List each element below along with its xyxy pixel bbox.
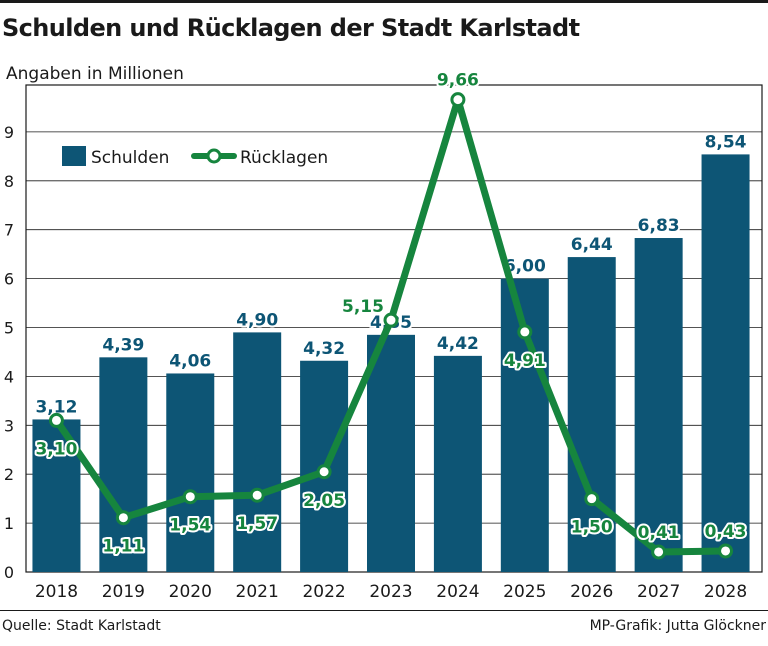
line-value-label: 0,41 xyxy=(638,523,680,543)
line-value-label: 3,10 xyxy=(35,439,77,459)
bar-schulden xyxy=(433,355,482,572)
bar-value-label: 4,90 xyxy=(236,310,278,330)
bar-value-label: 4,32 xyxy=(303,339,345,359)
bar-schulden xyxy=(166,373,215,572)
x-tick-label: 2022 xyxy=(302,582,345,602)
x-tick-label: 2027 xyxy=(637,582,680,602)
point-ruecklagen xyxy=(383,312,399,328)
y-tick-label: 7 xyxy=(4,221,14,240)
footer-rule xyxy=(0,610,768,611)
bar-value-label: 6,83 xyxy=(638,216,680,236)
y-tick-label: 0 xyxy=(4,563,14,582)
x-tick-label: 2019 xyxy=(102,582,145,602)
source-note: Quelle: Stadt Karlstadt xyxy=(2,618,161,634)
bar-value-label: 4,42 xyxy=(437,334,479,354)
point-ruecklagen xyxy=(517,324,533,340)
bar-schulden xyxy=(701,154,750,573)
bar-schulden xyxy=(634,238,683,572)
x-tick-label: 2026 xyxy=(570,582,613,602)
credit-note: MP-Grafik: Jutta Glöckner xyxy=(589,618,766,634)
combo-chart: 0 1 2 3 4 5 6 7 8 9 2018 2019 2020 2021 2022 2023 2024 20… xyxy=(4,69,763,602)
y-tick-label: 1 xyxy=(4,514,14,533)
y-tick-label: 6 xyxy=(4,270,14,289)
point-ruecklagen xyxy=(651,544,667,560)
x-tick-label: 2021 xyxy=(236,582,279,602)
point-ruecklagen xyxy=(450,92,466,108)
y-tick-label: 3 xyxy=(4,416,14,435)
y-tick-label: 5 xyxy=(4,319,14,338)
top-rule xyxy=(0,0,768,3)
x-tick-label: 2018 xyxy=(35,582,78,602)
line-value-label: 1,50 xyxy=(571,518,613,538)
bar-value-label: 4,06 xyxy=(169,351,211,371)
x-tick-label: 2028 xyxy=(704,582,747,602)
point-ruecklagen xyxy=(584,491,600,507)
point-ruecklagen xyxy=(48,412,64,428)
line-value-label: 4,91 xyxy=(504,351,546,371)
chart-subtitle: Angaben in Millionen xyxy=(6,64,184,84)
line-value-label: 5,15 xyxy=(342,297,384,317)
bar-value-label: 6,44 xyxy=(571,235,613,255)
x-tick-label: 2025 xyxy=(503,582,546,602)
y-tick-label: 4 xyxy=(4,367,14,386)
bar-schulden xyxy=(99,357,148,572)
bar-schulden xyxy=(567,257,616,572)
point-ruecklagen xyxy=(249,487,265,503)
legend-label-ruecklagen: Rücklagen xyxy=(240,148,328,168)
x-tick-label: 2020 xyxy=(169,582,212,602)
line-value-label: 2,05 xyxy=(303,491,345,511)
bar-schulden xyxy=(367,334,415,572)
bar-value-label: 4,39 xyxy=(102,335,144,355)
point-ruecklagen xyxy=(182,489,198,505)
y-tick-label: 2 xyxy=(4,465,14,484)
y-tick-label: 8 xyxy=(4,172,14,191)
legend-label-schulden: Schulden xyxy=(91,148,169,168)
legend-marker-ruecklagen xyxy=(206,148,222,164)
chart-title: Schulden und Rücklagen der Stadt Karlsta… xyxy=(2,14,580,42)
line-value-label: 0,43 xyxy=(705,522,747,542)
x-tick-label: 2023 xyxy=(369,582,412,602)
x-tick-label: 2024 xyxy=(436,582,479,602)
y-tick-label: 9 xyxy=(4,123,14,142)
bar-schulden xyxy=(233,332,282,572)
bar-value-label: 8,54 xyxy=(705,132,747,152)
line-value-label: 1,54 xyxy=(169,516,211,536)
line-value-label: 1,57 xyxy=(236,514,278,534)
point-ruecklagen xyxy=(718,543,734,559)
legend-swatch-schulden xyxy=(62,146,86,166)
line-value-label: 9,66 xyxy=(437,71,479,91)
point-ruecklagen xyxy=(115,510,131,526)
point-ruecklagen xyxy=(316,464,332,480)
bar-value-label: 3,12 xyxy=(35,397,77,417)
line-value-label: 1,11 xyxy=(102,537,144,557)
